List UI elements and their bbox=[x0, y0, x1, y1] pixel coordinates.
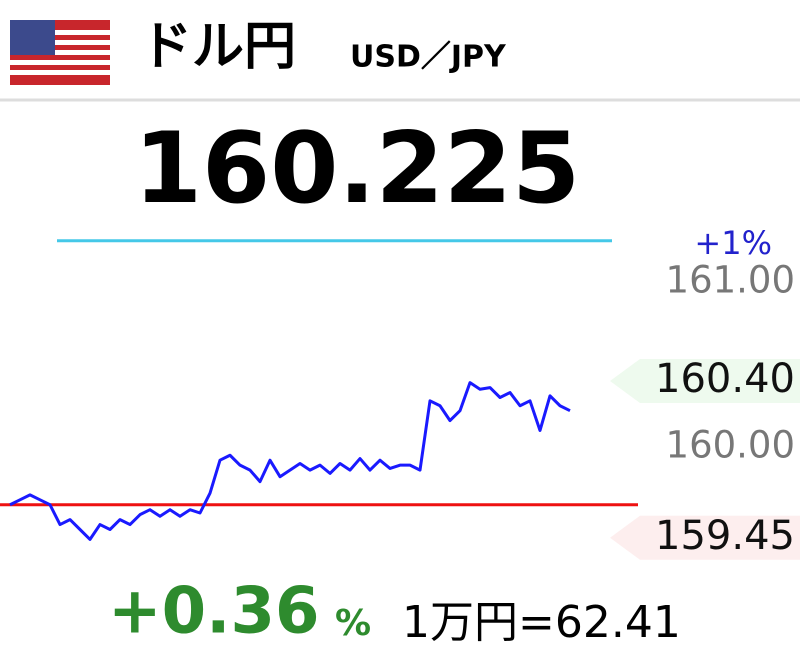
conversion: 1万円=62.41 bbox=[402, 597, 681, 648]
subtitle: USD／JPY bbox=[350, 40, 507, 75]
marker-label: 159.45 bbox=[655, 513, 795, 559]
change-value: +0.36 bbox=[108, 575, 320, 649]
flag bbox=[10, 20, 110, 85]
title: ドル円 bbox=[140, 17, 296, 77]
marker-label: 160.40 bbox=[655, 356, 795, 402]
price: 160.225 bbox=[134, 112, 580, 226]
change-unit: % bbox=[335, 603, 371, 644]
price-line bbox=[9, 381, 571, 541]
header-bg bbox=[0, 0, 800, 100]
marker-bg bbox=[610, 515, 800, 560]
y-tick-label: 160.00 bbox=[666, 424, 795, 467]
y-tick-label: 161.00 bbox=[666, 259, 795, 302]
reference-label: +1% bbox=[694, 224, 772, 262]
marker-bg bbox=[610, 359, 800, 403]
